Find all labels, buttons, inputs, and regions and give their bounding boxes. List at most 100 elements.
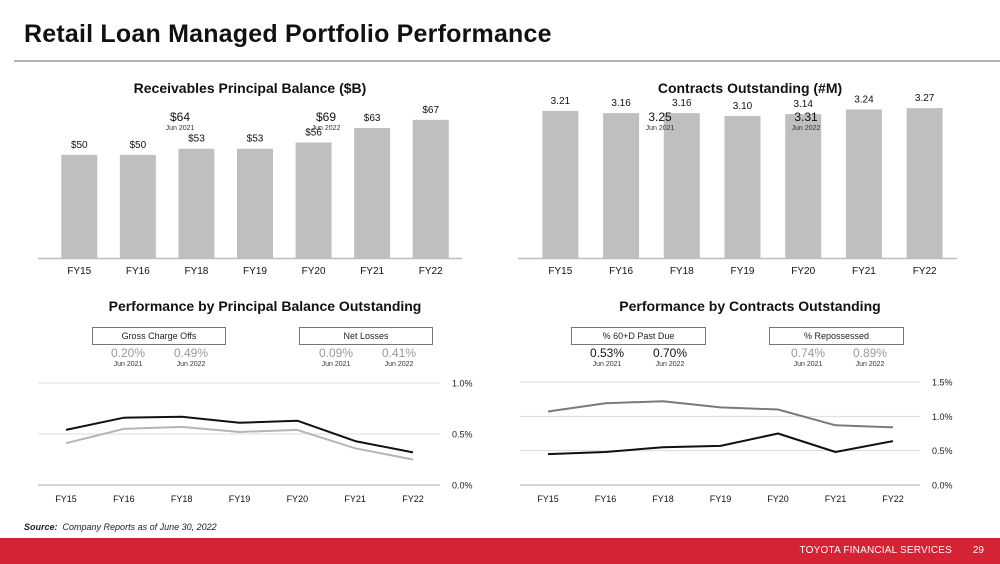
nl-callout-2021: 0.09% Jun 2021: [313, 346, 359, 368]
x-tick-label: FY21: [825, 494, 847, 504]
bar: [603, 113, 640, 259]
x-tick-label: FY16: [609, 266, 633, 277]
x-tick-label: FY18: [652, 494, 674, 504]
y-tick-label: 1.0%: [932, 412, 953, 422]
x-tick-label: FY15: [537, 494, 559, 504]
data-label: $53: [247, 134, 264, 145]
y-tick-label: 0.0%: [452, 481, 473, 491]
x-tick-label: FY20: [302, 266, 326, 277]
bar: [119, 154, 156, 258]
x-tick-label: FY20: [287, 494, 309, 504]
x-tick-label: FY21: [852, 266, 876, 277]
callout-value: 0.89%: [852, 346, 888, 360]
data-label: $50: [130, 140, 147, 151]
perf-balance-chart-title: Performance by Principal Balance Outstan…: [108, 298, 422, 314]
callout-value: 0.09%: [318, 346, 354, 360]
page-number: 29: [972, 545, 984, 556]
x-tick-label: FY22: [419, 266, 443, 277]
source-text: Company Reports as of June 30, 2022: [62, 522, 217, 532]
data-label: 3.14: [793, 99, 813, 110]
contracts-chart-title: Contracts Outstanding (#M): [657, 80, 843, 96]
callout-value: $64: [169, 110, 191, 124]
callout-date: Jun 2022: [791, 125, 821, 132]
callout-date: Jun 2021: [321, 361, 351, 368]
title-divider: [14, 60, 1000, 62]
repo-callout-2022: 0.89% Jun 2022: [847, 346, 893, 368]
data-label: 3.16: [672, 98, 692, 109]
y-tick-label: 0.0%: [932, 481, 953, 491]
callout-date: Jun 2022: [311, 125, 341, 132]
callout-date: Jun 2021: [645, 125, 675, 132]
footer-brand: TOYOTA FINANCIAL SERVICES: [799, 545, 952, 556]
data-label: 3.27: [915, 93, 935, 104]
x-tick-label: FY16: [113, 494, 135, 504]
gco-callout-2021: 0.20% Jun 2021: [105, 346, 151, 368]
y-tick-label: 0.5%: [452, 430, 473, 440]
x-tick-label: FY18: [171, 494, 193, 504]
x-tick-label: FY16: [126, 266, 150, 277]
bar: [785, 114, 822, 258]
bar: [663, 113, 700, 259]
x-tick-label: FY20: [791, 266, 815, 277]
bar: [178, 148, 215, 258]
x-tick-label: FY19: [710, 494, 732, 504]
bar: [354, 128, 391, 258]
callout-date: Jun 2021: [793, 361, 823, 368]
x-tick-label: FY19: [229, 494, 251, 504]
x-tick-label: FY19: [731, 266, 755, 277]
gco-callout-2022: 0.49% Jun 2022: [168, 346, 214, 368]
bar: [412, 119, 449, 258]
60-d-past-due-line: [547, 432, 894, 456]
x-tick-label: FY15: [67, 266, 91, 277]
past-due-label: % 60+D Past Due: [571, 327, 706, 345]
x-tick-label: FY20: [767, 494, 789, 504]
x-tick-label: FY15: [548, 266, 572, 277]
x-tick-label: FY22: [882, 494, 904, 504]
callout-value: 0.74%: [790, 346, 826, 360]
gross-charge-offs-label: Gross Charge Offs: [92, 327, 226, 345]
y-tick-label: 0.5%: [932, 446, 953, 456]
contracts-callout-2021: 3.25 Jun 2021: [630, 110, 690, 132]
pastdue-callout-2021: 0.53% Jun 2021: [584, 346, 630, 368]
callout-value: 0.70%: [652, 346, 688, 360]
x-tick-label: FY15: [55, 494, 77, 504]
y-tick-label: 1.5%: [932, 378, 953, 388]
gross-charge-offs-line: [65, 415, 414, 454]
nl-callout-2022: 0.41% Jun 2022: [376, 346, 422, 368]
y-tick-label: 1.0%: [452, 379, 473, 389]
callout-date: Jun 2021: [592, 361, 622, 368]
callout-value: 0.49%: [173, 346, 209, 360]
callout-date: Jun 2022: [384, 361, 414, 368]
callout-date: Jun 2022: [855, 361, 885, 368]
x-tick-label: FY21: [360, 266, 384, 277]
data-label: $63: [364, 113, 381, 124]
data-label: 3.24: [854, 95, 874, 106]
page-title: Retail Loan Managed Portfolio Performanc…: [24, 20, 552, 48]
callout-value: 0.53%: [589, 346, 625, 360]
receivables-chart-title: Receivables Principal Balance ($B): [133, 80, 367, 96]
data-label: 3.10: [733, 101, 753, 112]
data-label: $56: [305, 128, 322, 139]
bar: [295, 142, 332, 258]
x-tick-label: FY18: [670, 266, 694, 277]
data-label: 3.21: [551, 96, 571, 107]
callout-date: Jun 2021: [113, 361, 143, 368]
repossessed-line: [547, 400, 894, 429]
bar: [724, 115, 761, 259]
data-label: $67: [422, 105, 439, 116]
bar: [542, 110, 579, 258]
source-label: Source:: [24, 522, 58, 532]
callout-date: Jun 2022: [176, 361, 206, 368]
callout-date: Jun 2021: [165, 125, 195, 132]
callout-value: 0.41%: [381, 346, 417, 360]
x-tick-label: FY18: [184, 266, 208, 277]
receivables-callout-2021: $64 Jun 2021: [150, 110, 210, 132]
contracts-callout-2022: 3.31 Jun 2022: [776, 110, 836, 132]
x-tick-label: FY22: [402, 494, 424, 504]
source-note: Source: Company Reports as of June 30, 2…: [24, 522, 217, 532]
x-tick-label: FY16: [595, 494, 617, 504]
callout-date: Jun 2022: [655, 361, 685, 368]
data-label: 3.16: [611, 98, 631, 109]
receivables-callout-2022: $69 Jun 2022: [296, 110, 356, 132]
repo-callout-2021: 0.74% Jun 2021: [785, 346, 831, 368]
